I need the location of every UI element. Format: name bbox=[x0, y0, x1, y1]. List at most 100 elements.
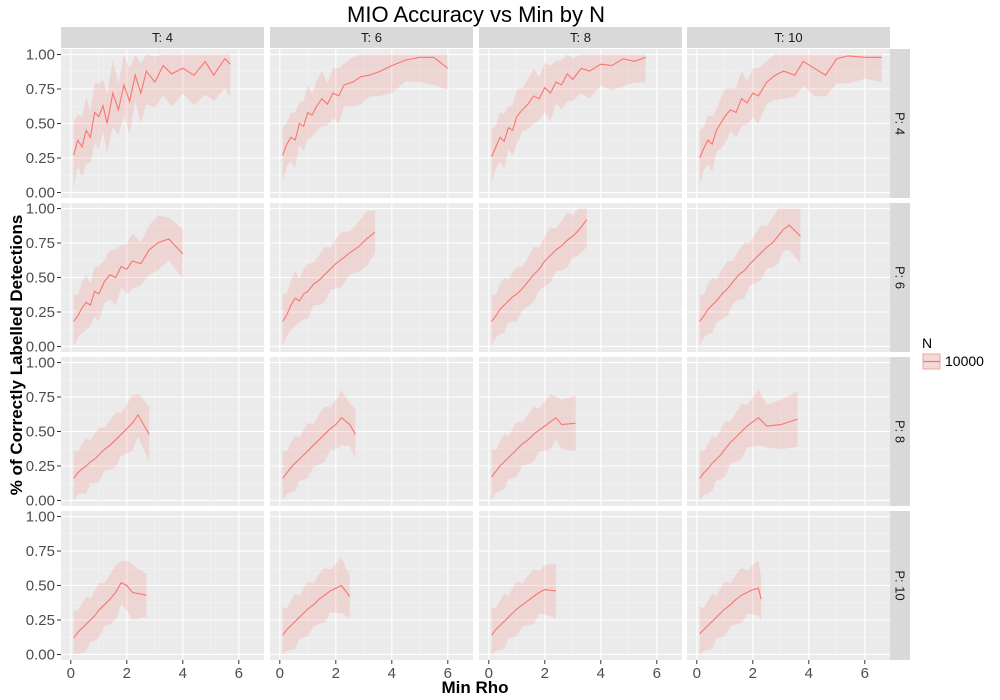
panel-r1-c0 bbox=[61, 203, 264, 352]
strip-col-2 bbox=[479, 27, 682, 48]
series-line-10000 bbox=[282, 584, 351, 636]
series-line-10000 bbox=[491, 589, 557, 636]
x-tick-label: 2 bbox=[123, 665, 131, 682]
confidence-ribbon bbox=[73, 393, 150, 501]
confidence-ribbon bbox=[73, 215, 183, 347]
strip-label-col-1: T: 6 bbox=[361, 30, 382, 45]
series-line-10000 bbox=[73, 413, 150, 479]
strip-label-row-3: P: 10 bbox=[893, 570, 908, 600]
x-tick-label: 0 bbox=[276, 665, 284, 682]
y-tick-label: 1.00 bbox=[26, 509, 55, 526]
x-tick-label: 2 bbox=[332, 665, 340, 682]
series-line-10000 bbox=[282, 231, 376, 322]
y-tick-label: 1.00 bbox=[26, 201, 55, 218]
series-line-10000 bbox=[491, 56, 646, 157]
facet-panels: T: 4 T: 6 T: 8 T: 10 P: 4 P: 6 P: 8 P: 10 0.00 0.… bbox=[26, 27, 910, 682]
x-tick-label: 0 bbox=[67, 665, 75, 682]
panel-r2-c3 bbox=[687, 357, 890, 506]
x-tick-label: 0 bbox=[485, 665, 493, 682]
panel-r3-c0 bbox=[61, 511, 264, 660]
confidence-ribbon bbox=[491, 563, 556, 655]
panel-r1-c1 bbox=[270, 203, 473, 352]
panel-r2-c1 bbox=[270, 357, 473, 506]
y-tick-label: 0.00 bbox=[26, 492, 55, 509]
chart-title: MIO Accuracy vs Min by N bbox=[347, 2, 605, 27]
strip-label-row-2: P: 8 bbox=[893, 420, 908, 443]
series-line-10000 bbox=[73, 57, 231, 156]
confidence-ribbon bbox=[282, 54, 448, 183]
panel-r1-c3 bbox=[687, 203, 890, 352]
confidence-ribbon bbox=[282, 390, 356, 501]
y-tick-label: 0.25 bbox=[26, 304, 55, 321]
y-tick-label: 0.25 bbox=[26, 150, 55, 167]
panel-r0-c3 bbox=[687, 49, 890, 198]
confidence-ribbon bbox=[282, 210, 375, 347]
y-tick-label: 1.00 bbox=[26, 355, 55, 372]
strip-row-3 bbox=[890, 511, 910, 660]
y-tick-label: 1.00 bbox=[26, 47, 55, 64]
y-tick-label: 0.75 bbox=[26, 389, 55, 406]
y-tick-label: 0.50 bbox=[26, 578, 55, 595]
y-tick-label: 0.00 bbox=[26, 646, 55, 663]
x-tick-label: 6 bbox=[861, 665, 869, 682]
panel-r3-c3 bbox=[687, 511, 890, 660]
x-tick-label: 0 bbox=[693, 665, 701, 682]
strip-col-0 bbox=[61, 27, 264, 48]
y-tick-label: 0.50 bbox=[26, 116, 55, 133]
legend-title: N bbox=[922, 335, 932, 351]
y-tick-label: 0.25 bbox=[26, 458, 55, 475]
y-tick-label: 0.75 bbox=[26, 81, 55, 98]
strip-label-col-2: T: 8 bbox=[570, 30, 591, 45]
strip-row-0 bbox=[890, 49, 910, 198]
x-tick-label: 6 bbox=[235, 665, 243, 682]
strip-label-col-0: T: 4 bbox=[152, 30, 173, 45]
y-tick-label: 0.00 bbox=[26, 338, 55, 355]
x-tick-label: 4 bbox=[179, 665, 187, 682]
panel-r0-c2 bbox=[479, 49, 682, 198]
x-tick-label: 4 bbox=[388, 665, 396, 682]
strip-label-col-3: T: 10 bbox=[774, 30, 802, 45]
legend: N 10000 bbox=[922, 335, 984, 370]
y-tick-label: 0.00 bbox=[26, 184, 55, 201]
series-line-10000 bbox=[491, 416, 576, 478]
strip-row-1 bbox=[890, 203, 910, 352]
x-tick-label: 4 bbox=[805, 665, 813, 682]
y-tick-label: 0.50 bbox=[26, 424, 55, 441]
confidence-ribbon bbox=[699, 560, 762, 655]
series-line-10000 bbox=[699, 416, 798, 479]
series-line-10000 bbox=[73, 581, 147, 639]
x-tick-label: 6 bbox=[653, 665, 661, 682]
confidence-ribbon bbox=[73, 560, 147, 655]
x-axis-title: Min Rho bbox=[441, 678, 508, 697]
strip-row-2 bbox=[890, 357, 910, 506]
legend-entry-10000: 10000 bbox=[945, 353, 984, 369]
strip-col-3 bbox=[687, 27, 890, 48]
strip-label-row-0: P: 4 bbox=[893, 112, 908, 135]
panel-r0-c0 bbox=[61, 49, 264, 198]
confidence-ribbon bbox=[491, 394, 576, 501]
confidence-ribbon bbox=[73, 54, 231, 189]
panel-r0-c1 bbox=[270, 49, 473, 198]
confidence-ribbon bbox=[491, 54, 646, 185]
y-tick-label: 0.75 bbox=[26, 235, 55, 252]
y-tick-label: 0.75 bbox=[26, 543, 55, 560]
series-line-10000 bbox=[491, 219, 588, 322]
series-line-10000 bbox=[699, 587, 762, 635]
series-line-10000 bbox=[282, 56, 449, 156]
series-line-10000 bbox=[282, 416, 356, 479]
confidence-ribbon bbox=[282, 557, 350, 655]
confidence-ribbon bbox=[491, 208, 587, 347]
y-tick-label: 0.25 bbox=[26, 612, 55, 629]
panel-r3-c2 bbox=[479, 511, 682, 660]
y-tick-label: 0.50 bbox=[26, 270, 55, 287]
series-line-10000 bbox=[73, 238, 184, 322]
panel-r2-c2 bbox=[479, 357, 682, 506]
strip-label-row-1: P: 6 bbox=[893, 266, 908, 289]
x-tick-label: 2 bbox=[541, 665, 549, 682]
y-axis-title: % of Correctly Labelled Detections bbox=[7, 215, 26, 496]
x-tick-label: 4 bbox=[597, 665, 605, 682]
x-tick-label: 6 bbox=[444, 665, 452, 682]
series-line-10000 bbox=[699, 224, 801, 322]
confidence-ribbon bbox=[699, 54, 882, 186]
